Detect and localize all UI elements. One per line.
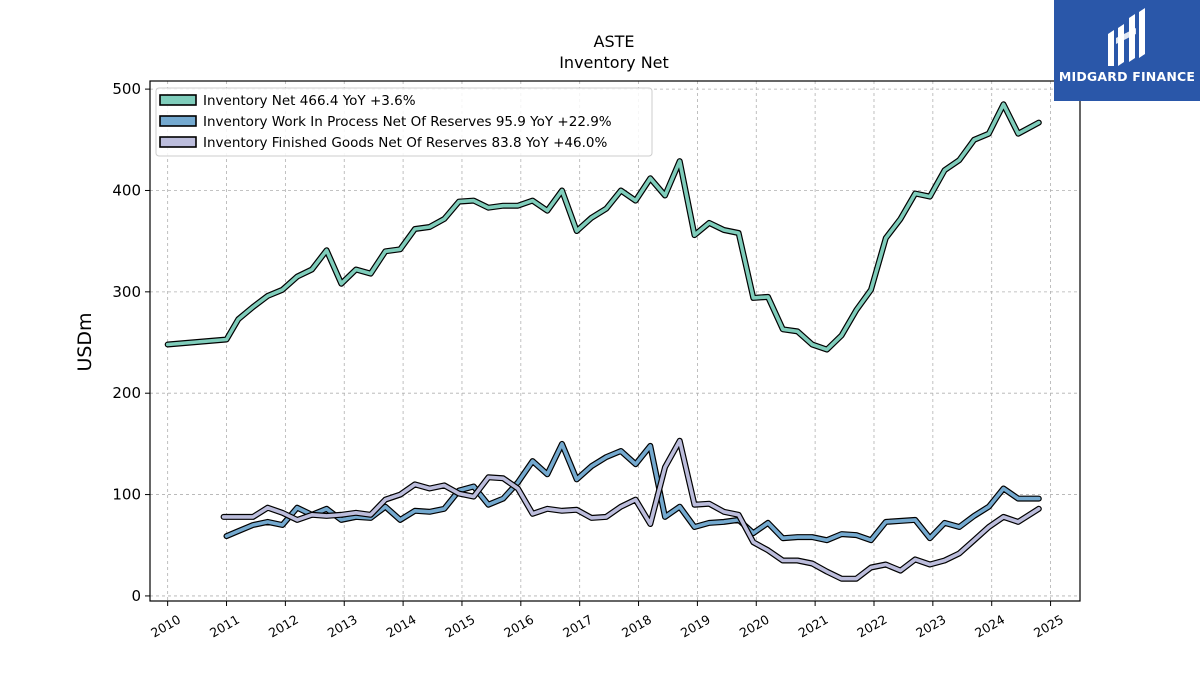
legend-box	[155, 87, 653, 157]
y-tick-label: 500	[112, 80, 141, 98]
x-tick-label: 2015	[442, 612, 477, 641]
grid	[150, 81, 1080, 601]
axes: 2010 2011 2012 2013 2014 2015 2016 2017 2018 2019…	[112, 80, 1066, 640]
x-tick-label: 2012	[266, 612, 301, 641]
x-tick-label: 2017	[560, 612, 595, 641]
series-inventory-finished-goods-net-of-reserves	[220, 437, 1042, 582]
plot-frame	[149, 80, 1081, 602]
x-tick-label: 2022	[854, 612, 889, 641]
series-line	[221, 439, 1041, 581]
brand-logo-text: MIDGARD FINANCE	[1058, 69, 1196, 84]
x-tick-label: 2023	[913, 612, 948, 641]
x-tick-label: 2013	[325, 612, 360, 641]
series-line	[224, 442, 1041, 542]
x-tick-label: 2018	[619, 612, 654, 641]
legend-swatch	[159, 115, 197, 127]
legend-swatch	[159, 136, 197, 148]
legend-entry: Inventory Work In Process Net Of Reserve…	[203, 114, 612, 130]
series-inventory-work-in-process-net-of-reserves	[223, 440, 1042, 544]
legend-entry: Inventory Net 466.4 YoY +3.6%	[203, 93, 416, 109]
y-tick-label: 100	[112, 486, 141, 504]
chart-title: ASTE	[594, 32, 635, 51]
chart-subtitle: Inventory Net	[559, 53, 669, 72]
y-axis-label: USDm	[74, 312, 96, 371]
x-tick-label: 2014	[384, 612, 419, 641]
y-tick-label: 0	[131, 587, 141, 605]
legend-entry: Inventory Finished Goods Net Of Reserves…	[203, 135, 607, 151]
series-inventory-net	[164, 101, 1042, 353]
legend: Inventory Net 466.4 YoY +3.6% Inventory W…	[155, 87, 653, 157]
series-line	[165, 102, 1041, 352]
x-tick-label: 2011	[207, 612, 242, 641]
series-outline	[223, 440, 1042, 544]
series-layer	[164, 101, 1042, 582]
x-tick-label: 2020	[737, 612, 772, 641]
y-tick-label: 300	[112, 283, 141, 301]
brand-logo-icon	[1108, 8, 1145, 66]
x-tick-label: 2010	[148, 612, 183, 641]
x-tick-label: 2019	[678, 612, 713, 641]
x-tick-label: 2024	[972, 612, 1007, 641]
legend-swatch	[159, 94, 197, 106]
x-tick-label: 2016	[501, 612, 536, 641]
brand-logo: MIDGARD FINANCE	[1054, 0, 1200, 101]
y-tick-label: 400	[112, 181, 141, 199]
x-tick-label: 2021	[796, 612, 831, 641]
y-tick-label: 200	[112, 384, 141, 402]
x-tick-label: 2025	[1031, 612, 1066, 641]
